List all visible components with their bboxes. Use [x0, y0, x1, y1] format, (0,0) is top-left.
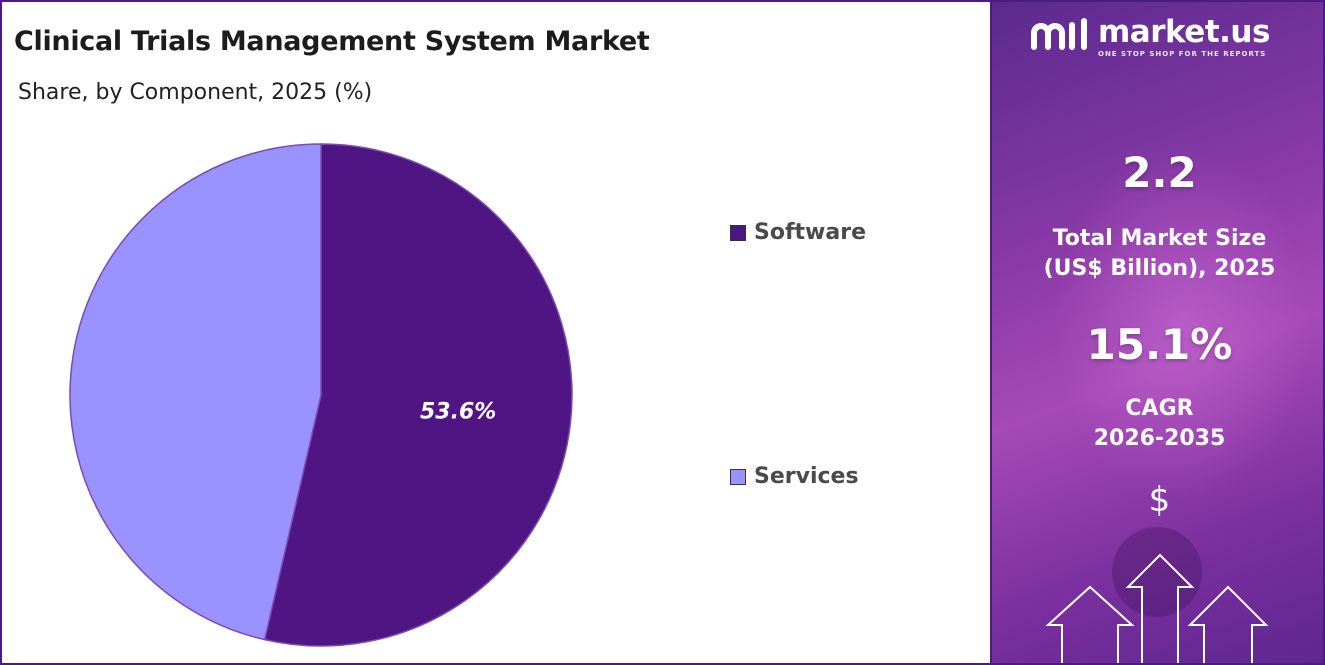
brand-tagline: ONE STOP SHOP FOR THE REPORTS [1098, 50, 1267, 58]
market-size-label-line1: Total Market Size [1052, 226, 1267, 251]
background-glow [1052, 142, 1312, 502]
legend-item-services: Services [730, 464, 859, 489]
legend-label-software: Software [754, 220, 866, 245]
growth-arrows-icon [1045, 553, 1269, 663]
cagr-label-line2: 2026-2035 [1093, 426, 1226, 451]
coffee-cup-decoration [1112, 527, 1202, 617]
legend-label-services: Services [754, 464, 859, 489]
pie-slice-services [69, 143, 322, 641]
chart-title: Clinical Trials Management System Market [14, 26, 650, 57]
market-us-logo-icon [1031, 18, 1087, 50]
legend-swatch-software [730, 224, 746, 241]
pie-label-software: 53.6% [420, 400, 496, 425]
dollar-icon: $ [1148, 480, 1171, 520]
market-size-label-line2: (US$ Billion), 2025 [1043, 256, 1276, 281]
legend-swatch-services [730, 468, 746, 485]
summary-panel: market.us ONE STOP SHOP FOR THE REPORTS … [990, 2, 1323, 663]
pie-slice-software [263, 143, 573, 647]
pie-chart: 53.6% [69, 143, 573, 647]
legend-item-software: Software [730, 220, 866, 245]
cagr-value: 15.1% [1086, 320, 1233, 369]
chart-panel: Clinical Trials Management System Market… [2, 2, 990, 663]
cagr-label-line1: CAGR [1125, 396, 1194, 421]
brand-name: market.us [1098, 14, 1270, 50]
chart-subtitle: Share, by Component, 2025 (%) [18, 80, 373, 105]
market-size-value: 2.2 [1122, 148, 1197, 197]
brand-logo: market.us ONE STOP SHOP FOR THE REPORTS [1030, 16, 1270, 58]
